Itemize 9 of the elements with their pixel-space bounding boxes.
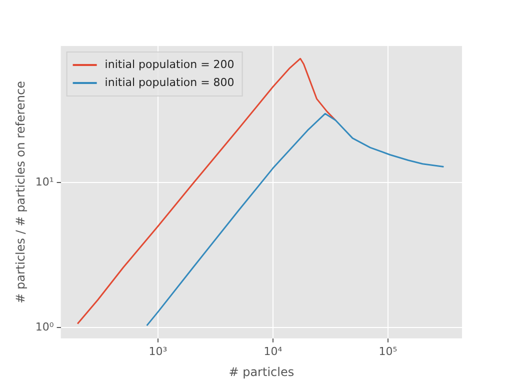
- legend-label: initial population = 800: [104, 76, 234, 89]
- legend-label: initial population = 200: [104, 58, 234, 71]
- x-tick-label: 10³: [148, 344, 168, 358]
- x-tick-label: 10⁵: [378, 344, 398, 358]
- y-tick-label: 10⁰: [35, 320, 54, 334]
- y-axis-title: # particles / # particles on reference: [13, 81, 28, 304]
- x-axis-title: # particles: [228, 364, 294, 379]
- x-tick-label: 10⁴: [264, 344, 283, 358]
- y-tick-label: 10¹: [35, 176, 54, 189]
